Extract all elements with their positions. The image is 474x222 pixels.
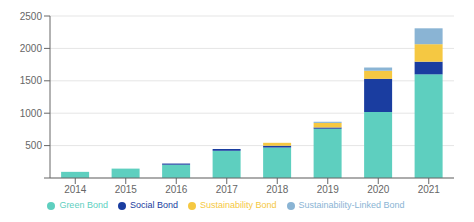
html-text:Green Bond: Green Bond bbox=[59, 200, 108, 210]
svg-text:2017: 2017 bbox=[216, 184, 239, 195]
svg-text:1500: 1500 bbox=[20, 75, 43, 86]
svg-text:2020: 2020 bbox=[367, 184, 390, 195]
svg-text:2015: 2015 bbox=[115, 184, 138, 195]
svg-text:2016: 2016 bbox=[165, 184, 188, 195]
svg-text:2000: 2000 bbox=[20, 43, 43, 54]
html-text:Social Bond: Social Bond bbox=[129, 200, 178, 210]
html-text:Sustainability-Linked Bond: Sustainability-Linked Bond bbox=[298, 200, 405, 210]
svg-text:2500: 2500 bbox=[20, 11, 43, 22]
svg-text:2014: 2014 bbox=[64, 184, 87, 195]
svg-text:2019: 2019 bbox=[317, 184, 340, 195]
svg-text:500: 500 bbox=[25, 140, 42, 151]
svg-text:2021: 2021 bbox=[418, 184, 441, 195]
svg-text:1000: 1000 bbox=[20, 108, 43, 119]
html-text:Sustainability Bond: Sustainability Bond bbox=[200, 200, 277, 210]
svg-text:2018: 2018 bbox=[266, 184, 289, 195]
